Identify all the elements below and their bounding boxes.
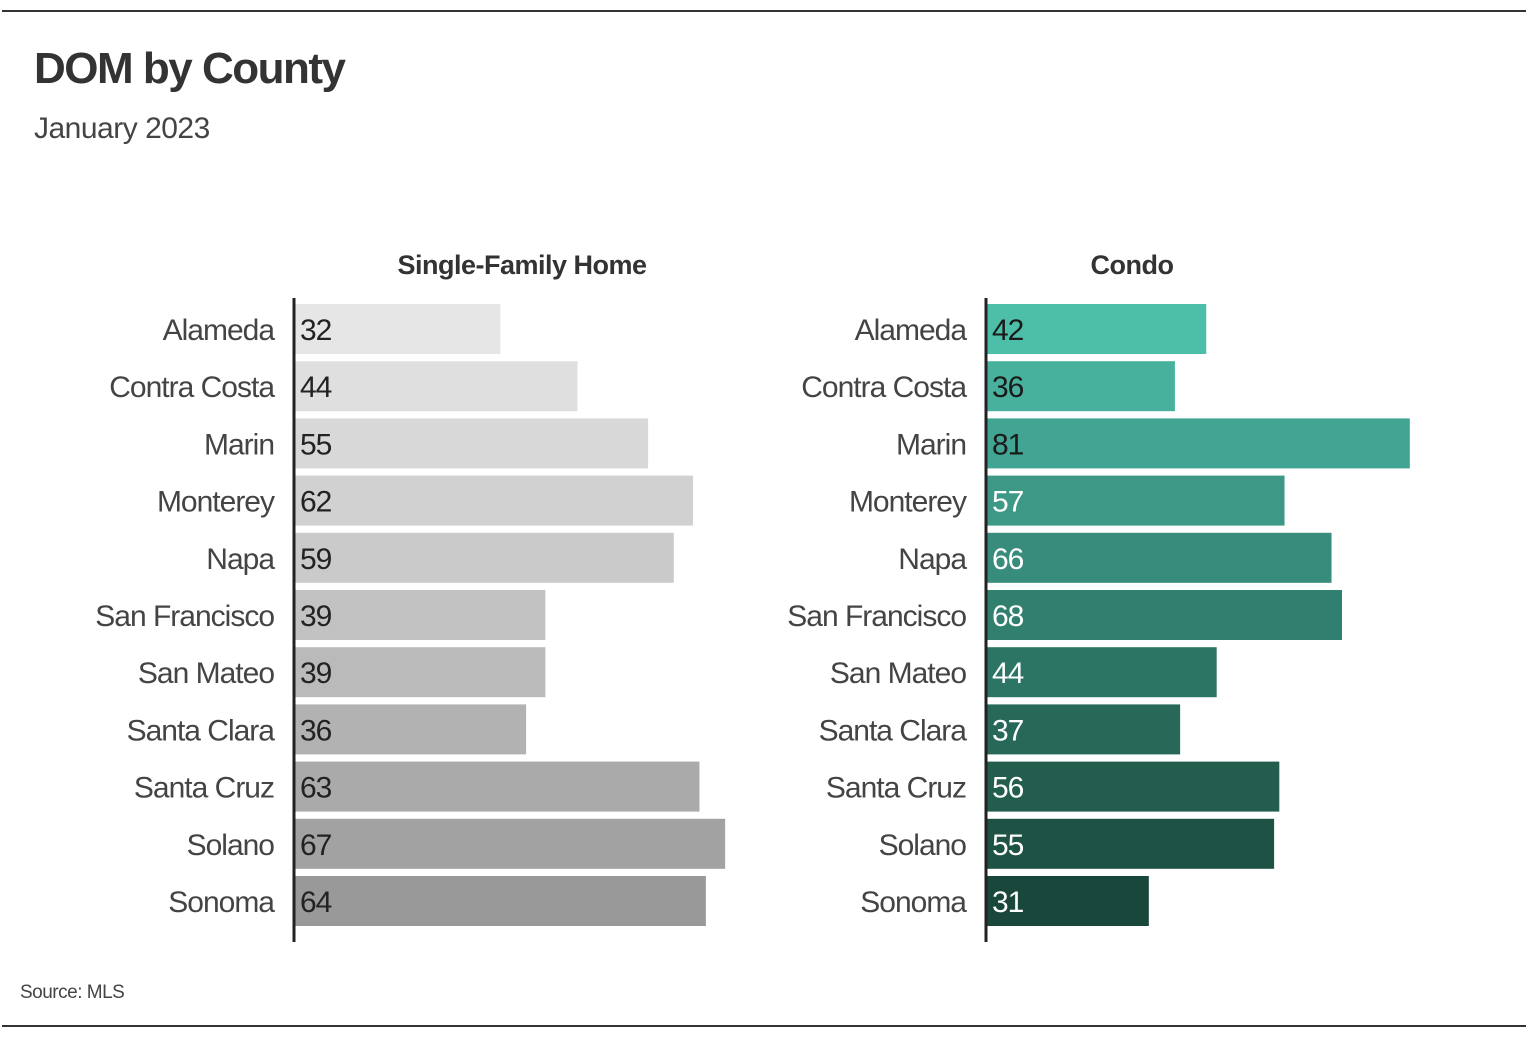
bar-single-family-home-solano (295, 818, 726, 869)
bar-condo-marin (987, 418, 1410, 469)
value-label-condo-sonoma: 31 (992, 886, 1024, 919)
value-label-single-family-home-napa: 59 (300, 543, 332, 576)
bar-condo-san-francisco (987, 590, 1342, 640)
bar-condo-san-mateo (987, 647, 1217, 698)
bar-condo-santa-clara (987, 704, 1181, 755)
category-label-single-family-home-napa: Napa (206, 543, 275, 576)
category-label-single-family-home-sonoma: Sonoma (168, 886, 275, 919)
value-label-condo-san-francisco: 68 (992, 600, 1024, 633)
value-label-condo-napa: 66 (992, 543, 1024, 576)
category-label-single-family-home-marin: Marin (204, 428, 274, 461)
bar-condo-santa-cruz (987, 761, 1280, 812)
bar-single-family-home-san-mateo (295, 647, 546, 698)
category-label-condo-santa-clara: Santa Clara (819, 714, 968, 747)
category-label-single-family-home-santa-clara: Santa Clara (127, 714, 276, 747)
category-label-single-family-home-contra-costa: Contra Costa (109, 371, 275, 404)
chart-subtitle: January 2023 (34, 112, 210, 145)
category-label-single-family-home-monterey: Monterey (157, 486, 275, 519)
bar-single-family-home-monterey (295, 475, 694, 526)
bar-single-family-home-san-francisco (295, 590, 546, 640)
category-label-condo-santa-cruz: Santa Cruz (826, 772, 966, 805)
value-label-condo-santa-cruz: 56 (992, 772, 1024, 805)
category-label-single-family-home-solano: Solano (187, 829, 275, 862)
value-label-condo-santa-clara: 37 (992, 714, 1024, 747)
value-label-single-family-home-san-mateo: 39 (300, 657, 332, 690)
bar-condo-monterey (987, 475, 1285, 526)
bar-single-family-home-sonoma (295, 876, 706, 926)
value-label-condo-alameda: 42 (992, 314, 1024, 347)
category-label-single-family-home-san-francisco: San Francisco (95, 600, 274, 633)
value-label-single-family-home-alameda: 32 (300, 314, 332, 347)
category-label-condo-napa: Napa (898, 543, 967, 576)
category-label-condo-monterey: Monterey (849, 486, 967, 519)
source-note: Source: MLS (20, 982, 125, 1003)
value-label-condo-san-mateo: 44 (992, 657, 1024, 690)
category-label-condo-solano: Solano (879, 829, 967, 862)
bottom-rule (2, 1025, 1526, 1027)
bar-condo-napa (987, 532, 1332, 583)
value-label-single-family-home-monterey: 62 (300, 486, 332, 519)
value-label-single-family-home-san-francisco: 39 (300, 600, 332, 633)
value-label-single-family-home-sonoma: 64 (300, 886, 332, 919)
bar-single-family-home-alameda (295, 304, 501, 354)
category-label-condo-alameda: Alameda (855, 314, 968, 347)
top-rule (2, 10, 1526, 12)
category-label-single-family-home-san-mateo: San Mateo (138, 657, 274, 690)
bar-single-family-home-contra-costa (295, 361, 578, 412)
value-label-single-family-home-solano: 67 (300, 829, 332, 862)
category-label-single-family-home-santa-cruz: Santa Cruz (134, 772, 274, 805)
value-label-single-family-home-marin: 55 (300, 428, 332, 461)
bar-condo-sonoma (987, 876, 1149, 926)
value-label-condo-contra-costa: 36 (992, 371, 1024, 404)
bar-condo-contra-costa (987, 361, 1175, 412)
category-label-condo-marin: Marin (896, 428, 966, 461)
bar-single-family-home-santa-cruz (295, 761, 700, 812)
value-label-single-family-home-santa-cruz: 63 (300, 772, 332, 805)
panel-title-condo: Condo (1091, 250, 1174, 280)
category-label-condo-san-mateo: San Mateo (830, 657, 966, 690)
value-label-condo-marin: 81 (992, 428, 1024, 461)
bar-condo-solano (987, 818, 1275, 869)
panel-title-single-family-home: Single-Family Home (397, 250, 647, 280)
category-label-single-family-home-alameda: Alameda (163, 314, 276, 347)
category-label-condo-sonoma: Sonoma (860, 886, 967, 919)
value-label-single-family-home-santa-clara: 36 (300, 714, 332, 747)
category-label-condo-contra-costa: Contra Costa (801, 371, 967, 404)
chart-title: DOM by County (34, 44, 346, 93)
category-label-condo-san-francisco: San Francisco (787, 600, 966, 633)
bar-single-family-home-marin (295, 418, 649, 469)
bar-condo-alameda (987, 304, 1207, 354)
value-label-condo-solano: 55 (992, 829, 1024, 862)
value-label-condo-monterey: 57 (992, 486, 1024, 519)
value-label-single-family-home-contra-costa: 44 (300, 371, 332, 404)
bar-single-family-home-santa-clara (295, 704, 527, 755)
bar-single-family-home-napa (295, 532, 674, 583)
